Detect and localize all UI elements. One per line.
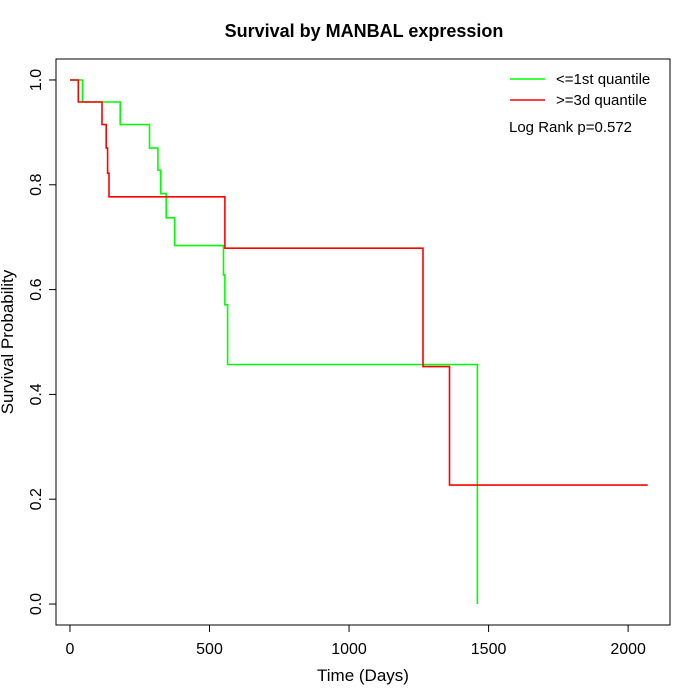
x-tick-label: 2000 — [610, 641, 646, 658]
y-axis: 0.0 0.2 0.4 0.6 0.8 1.0 — [28, 69, 57, 615]
y-tick-label: 1.0 — [28, 69, 45, 91]
y-tick-label: 0.4 — [28, 383, 45, 405]
y-tick-label: 0.6 — [28, 278, 45, 300]
legend-label: >=3d quantile — [556, 92, 647, 109]
x-axis: 0 500 1000 1500 2000 — [66, 624, 646, 658]
x-axis-label: Time (Days) — [317, 666, 409, 685]
x-tick-label: 1000 — [331, 641, 367, 658]
y-tick-label: 0.8 — [28, 174, 45, 196]
plot-frame — [55, 58, 671, 626]
log-rank-annotation: Log Rank p=0.572 — [509, 119, 632, 136]
series-layer — [70, 79, 648, 604]
series-line-2 — [70, 79, 648, 486]
chart-title: Survival by MANBAL expression — [225, 21, 504, 41]
x-tick-label: 1500 — [471, 641, 507, 658]
x-tick-label: 500 — [196, 641, 223, 658]
legend: <=1st quantile >=3d quantile — [510, 71, 650, 109]
y-tick-label: 0.2 — [28, 488, 45, 510]
legend-label: <=1st quantile — [556, 71, 650, 88]
x-tick-label: 0 — [66, 641, 75, 658]
series-line-1 — [70, 79, 479, 604]
y-tick-label: 0.0 — [28, 593, 45, 615]
y-axis-label: Survival Probability — [0, 269, 17, 414]
